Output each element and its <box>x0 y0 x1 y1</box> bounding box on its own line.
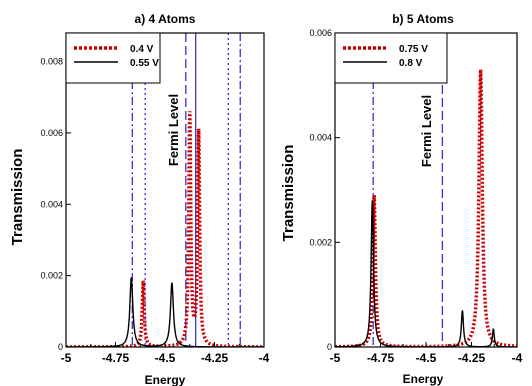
legend-label: 0.4 V <box>130 44 154 55</box>
legend-box <box>65 32 161 84</box>
y-tick-label: 0.006 <box>309 28 332 38</box>
x-tick-label: -4.25 <box>458 351 486 365</box>
x-tick-label: -4.75 <box>367 351 395 365</box>
series-line-1 <box>335 200 517 347</box>
chart-title: b) 5 Atoms <box>392 12 454 26</box>
x-tick-label: -5 <box>330 351 341 365</box>
fermi-level-label: Fermi Level <box>419 95 434 167</box>
y-tick-label: 0 <box>327 342 332 352</box>
x-tick-label: -5 <box>61 351 72 365</box>
x-tick-label: -4.25 <box>201 351 229 365</box>
y-axis-label: Transmission <box>9 149 26 246</box>
x-tick-label: -4 <box>512 351 523 365</box>
x-axis-label: Energy <box>145 373 186 386</box>
x-axis-label: Energy <box>403 372 444 386</box>
y-tick-label: 0.008 <box>40 57 63 67</box>
legend-label: 0.55 V <box>130 58 159 69</box>
y-tick-label: 0.002 <box>309 237 332 247</box>
legend-label: 0.75 V <box>399 44 428 55</box>
x-tick-label: -4 <box>259 351 270 365</box>
y-axis-label: Transmission <box>280 145 297 242</box>
x-tick-label: -4.5 <box>155 351 176 365</box>
legend: 0.4 V 0.55 V <box>65 32 161 84</box>
series-line-1 <box>66 277 264 347</box>
legend: 0.75 V 0.8 V <box>334 32 448 84</box>
legend-box <box>334 32 448 84</box>
series-line-0 <box>66 111 264 347</box>
x-tick-label: -4.5 <box>416 351 437 365</box>
y-tick-label: 0.004 <box>309 133 332 143</box>
legend-label: 0.8 V <box>399 58 423 69</box>
panel-b-5-atoms: b) 5 Atoms Transmission Energy Fermi Lev… <box>280 12 523 386</box>
y-tick-label: 0.002 <box>40 271 63 281</box>
y-tick-label: 0.004 <box>40 199 63 209</box>
chart-title: a) 4 Atoms <box>135 12 196 26</box>
fermi-level-label: Fermi Level <box>166 94 181 166</box>
panel-a-4-atoms: a) 4 Atoms Transmission Energy Fermi Lev… <box>9 12 270 386</box>
y-tick-label: 0.006 <box>40 128 63 138</box>
y-tick-label: 0 <box>58 342 63 352</box>
x-tick-label: -4.75 <box>102 351 130 365</box>
